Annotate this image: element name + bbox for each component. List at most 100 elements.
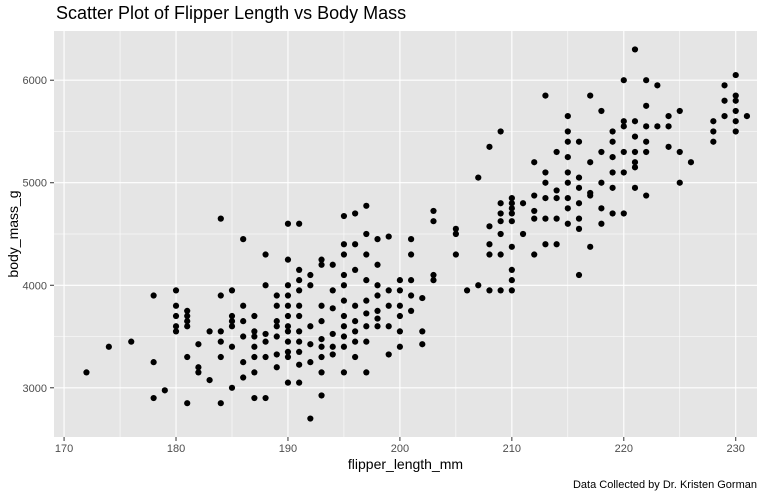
data-point	[508, 195, 515, 202]
data-point	[284, 323, 292, 330]
data-point	[184, 323, 191, 330]
data-point	[150, 359, 157, 366]
data-point	[128, 338, 135, 345]
data-point	[296, 328, 303, 335]
data-point	[352, 266, 359, 273]
data-point	[206, 328, 213, 335]
y-tick-label: 6000	[23, 75, 47, 87]
data-point	[553, 195, 560, 202]
data-point	[273, 364, 280, 371]
data-point	[172, 328, 180, 335]
data-point	[240, 359, 247, 366]
data-point	[643, 102, 650, 109]
data-point	[631, 164, 639, 171]
data-point	[374, 236, 381, 243]
data-point	[396, 312, 404, 320]
data-point	[374, 282, 381, 289]
data-point	[676, 107, 683, 115]
data-point	[542, 169, 549, 176]
data-point	[508, 210, 515, 217]
data-point	[475, 282, 482, 289]
data-point	[531, 215, 538, 222]
data-point	[172, 302, 180, 309]
data-point	[374, 315, 381, 322]
data-point	[296, 361, 303, 368]
data-point	[508, 277, 515, 284]
data-point	[643, 123, 650, 130]
axis-ticks	[50, 79, 737, 441]
data-point	[352, 318, 359, 325]
data-point	[363, 323, 370, 330]
data-point	[486, 143, 493, 150]
data-point	[340, 251, 348, 258]
data-point	[598, 107, 605, 115]
data-point	[340, 297, 348, 304]
data-point	[598, 220, 605, 227]
data-point	[284, 338, 292, 345]
data-point	[374, 307, 381, 314]
data-point	[620, 77, 627, 84]
data-point	[721, 82, 728, 89]
data-point	[284, 353, 292, 361]
data-point	[307, 415, 314, 422]
y-tick-label: 3000	[23, 383, 47, 395]
data-point	[732, 118, 739, 125]
data-point	[564, 154, 571, 161]
data-point	[307, 282, 314, 289]
data-point	[340, 241, 348, 248]
data-point	[407, 292, 415, 299]
data-point	[105, 343, 112, 350]
x-tick-labels: 170 180 190 200 210 220 230	[55, 443, 745, 455]
data-point	[184, 307, 191, 314]
data-point	[407, 277, 415, 284]
data-point	[363, 277, 370, 284]
data-point	[307, 341, 314, 348]
data-point	[486, 241, 493, 248]
data-point	[396, 302, 404, 309]
data-point	[676, 179, 683, 186]
data-point	[352, 241, 359, 248]
data-point	[609, 128, 616, 135]
data-point	[195, 341, 202, 348]
caption: Data Collected by Dr. Kristen Gorman	[573, 479, 757, 491]
data-point	[486, 251, 493, 258]
data-point	[564, 220, 571, 227]
data-point	[352, 302, 359, 309]
data-point	[307, 359, 314, 366]
data-point	[542, 241, 549, 248]
data-point	[385, 323, 392, 330]
data-point	[184, 312, 191, 320]
data-point	[296, 220, 303, 227]
data-point	[654, 82, 661, 89]
data-point	[363, 230, 370, 238]
data-point	[318, 318, 325, 325]
data-point	[340, 369, 348, 376]
data-point	[273, 323, 280, 330]
data-point	[363, 310, 370, 317]
chart-title: Scatter Plot of Flipper Length vs Body M…	[56, 3, 407, 23]
data-point	[184, 400, 191, 407]
data-point	[251, 343, 258, 350]
data-point	[340, 282, 348, 289]
minor-gridlines	[54, 31, 757, 437]
data-point	[508, 243, 515, 250]
data-point	[284, 282, 292, 289]
data-point	[228, 384, 236, 391]
data-point	[296, 338, 303, 345]
data-point	[508, 200, 515, 207]
data-point	[363, 202, 370, 209]
data-point	[463, 287, 471, 294]
data-point	[553, 241, 560, 248]
data-point	[262, 353, 269, 361]
data-point	[374, 292, 381, 299]
data-point	[396, 343, 404, 350]
data-point	[329, 287, 336, 294]
data-point	[508, 218, 515, 225]
data-point	[643, 138, 650, 145]
data-point	[564, 128, 571, 135]
data-point	[329, 305, 336, 312]
x-tick-label: 210	[503, 443, 521, 455]
data-point	[273, 292, 280, 299]
data-point	[195, 364, 202, 371]
